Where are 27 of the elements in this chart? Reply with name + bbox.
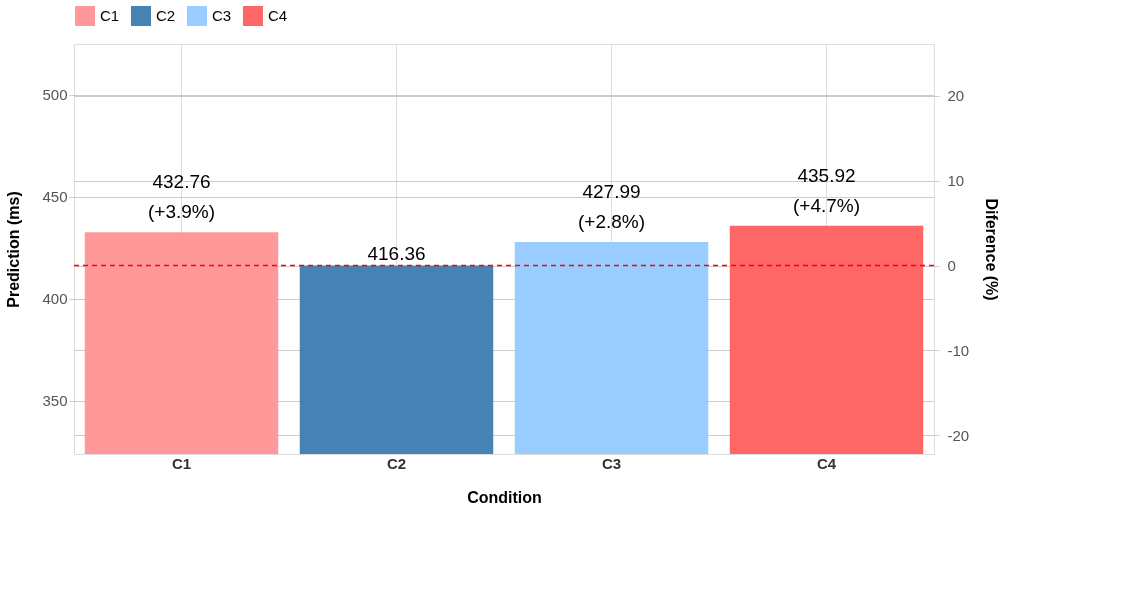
y2-tick-label: 20 [947,87,965,105]
y2-tick-label: 10 [947,172,965,190]
legend-label: C1 [100,7,120,24]
annotation: (+4.7%) [792,194,861,216]
legend-label: C2 [156,7,176,24]
legend-label: C4 [268,7,288,24]
y-tick-label: 350 [42,392,68,410]
x-tick-label: C4 [816,454,837,472]
y2-axis-title: Diference (%) [983,198,1001,301]
annotation: (+3.9%) [147,201,216,223]
annotation: (+2.8%) [577,210,646,232]
y2-tick-label: 0 [947,257,956,275]
y-tick-label: 500 [42,86,68,104]
legend-label: C3 [212,7,232,24]
x-tick-label: C3 [601,454,622,472]
data-label: 435.92 [797,164,856,186]
data-label: 416.36 [367,242,426,264]
data-label: 432.76 [152,171,211,193]
y2-tick-label: -20 [947,426,970,444]
data-label: 427.99 [582,180,641,202]
x-tick-label: C1 [171,454,192,472]
x-tick-label: C2 [386,454,407,472]
y-axis-title: Prediction (ms) [5,191,23,308]
x-axis-title: Condition [467,488,542,506]
y-tick-label: 450 [42,188,68,206]
y-tick-label: 400 [42,290,68,308]
y2-tick-label: -10 [947,341,970,359]
